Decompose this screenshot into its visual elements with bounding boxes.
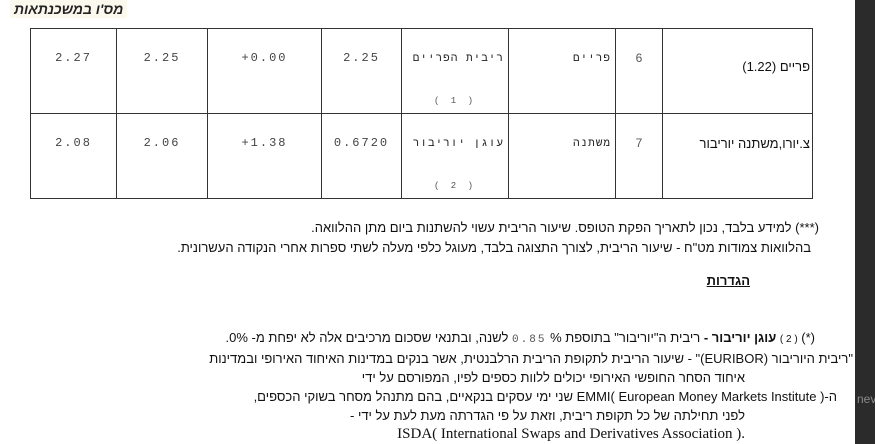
cell-value: 2.27 — [55, 51, 92, 65]
margin-value: 0.85 — [512, 334, 547, 346]
cell-margin: +1.38 — [207, 113, 322, 199]
anchor-label: עוגן יוריבור — [412, 136, 504, 149]
cell-value-2: 2.25 — [116, 28, 208, 114]
cell-anchor-content: עוגן יוריבור ( 2 ) — [402, 114, 508, 198]
cell-anchor-rate: 0.6720 — [321, 113, 402, 199]
cell-type: פריים — [508, 28, 616, 114]
cell-margin-value: +1.38 — [241, 136, 288, 150]
definition-paragraph: איחוד הסחר החופשי האירופי יכולים ללוות כ… — [361, 370, 745, 385]
cell-value: 2.25 — [143, 51, 181, 65]
cell-type-value: פריים — [572, 51, 611, 64]
cell-margin-value: +0.00 — [241, 51, 288, 65]
anchor-label: ריבית הפריים — [412, 51, 504, 64]
cell-margin: +0.00 — [207, 28, 322, 114]
side-panel — [855, 0, 875, 444]
cell-type: משתנה — [508, 113, 616, 199]
note-line: בהלוואות צמודות מט"ח - שיעור הריבית, לצו… — [177, 240, 811, 255]
cell-value-1: 2.27 — [30, 28, 117, 114]
cell-value-2: 2.06 — [116, 113, 208, 199]
star-mark: (*) — [801, 330, 815, 345]
cell-anchor-rate-value: 0.6720 — [333, 136, 390, 150]
footnote-ref: ( 2 ) — [433, 181, 476, 191]
definition-paragraph: לפני תחילתה של כל תקופת ריבית, וזאת על פ… — [350, 408, 745, 423]
definition-text: ריבית ה"יוריבור" בתוספת % — [550, 330, 701, 345]
cell-number: 6 — [615, 28, 663, 114]
cell-name: צ.יורו,משתנה יוריבור — [662, 113, 813, 199]
cell-anchor-rate: 2.25 — [321, 28, 402, 114]
definitions-heading: הגדרות — [706, 273, 750, 288]
cell-anchor: ריבית הפריים ( 1 ) — [401, 28, 509, 114]
cell-name-value: פריים (1.22) — [742, 59, 810, 74]
cell-anchor: עוגן יוריבור ( 2 ) — [401, 113, 509, 199]
table-row: 2.08 2.06 +1.38 0.6720 עוגן יוריבור ( 2 )… — [30, 113, 813, 199]
cell-number-value: 6 — [635, 51, 643, 65]
definition-text: לשנה, ובתנאי שסכום מרכיבים אלה לא יפחת מ… — [225, 330, 509, 345]
cell-number: 7 — [615, 113, 663, 199]
footnote-ref: ( 2 ) — [779, 334, 798, 345]
cell-anchor-rate-value: 2.25 — [343, 51, 380, 65]
definition-paragraph: "ריבית היוריבור (EURIBOR)" - שיעור הריבי… — [209, 351, 853, 366]
cell-name: פריים (1.22) — [662, 28, 813, 114]
side-panel-label: nev — [857, 392, 875, 406]
cell-value: 2.08 — [55, 136, 92, 150]
cell-type-value: משתנה — [572, 136, 611, 149]
cell-name-value: צ.יורו,משתנה יוריבור — [699, 136, 810, 151]
cell-anchor-content: ריבית הפריים ( 1 ) — [402, 29, 508, 113]
footnote-ref: ( 1 ) — [433, 96, 476, 106]
definition-line: (*) ( 2 ) עוגן יוריבור - ריבית ה"יוריבור… — [225, 330, 815, 348]
term: עוגן יוריבור - — [703, 330, 777, 345]
cell-number-value: 7 — [635, 136, 643, 150]
definition-paragraph: ISDA( International Swaps and Derivative… — [397, 426, 745, 442]
note-line: (***) למידע בלבד, נכון לתאריך הפקת הטופס… — [311, 220, 819, 235]
section-title: מס'ו במשכנתאות — [10, 0, 128, 18]
cell-value-1: 2.08 — [30, 113, 117, 199]
rates-table: 2.27 2.25 +0.00 2.25 ריבית הפריים ( 1 ) פ… — [30, 28, 813, 199]
table-row: 2.27 2.25 +0.00 2.25 ריבית הפריים ( 1 ) פ… — [30, 28, 813, 114]
definition-paragraph: ה-( European Money Markets Institute )EM… — [253, 389, 837, 404]
cell-value: 2.06 — [143, 136, 181, 150]
